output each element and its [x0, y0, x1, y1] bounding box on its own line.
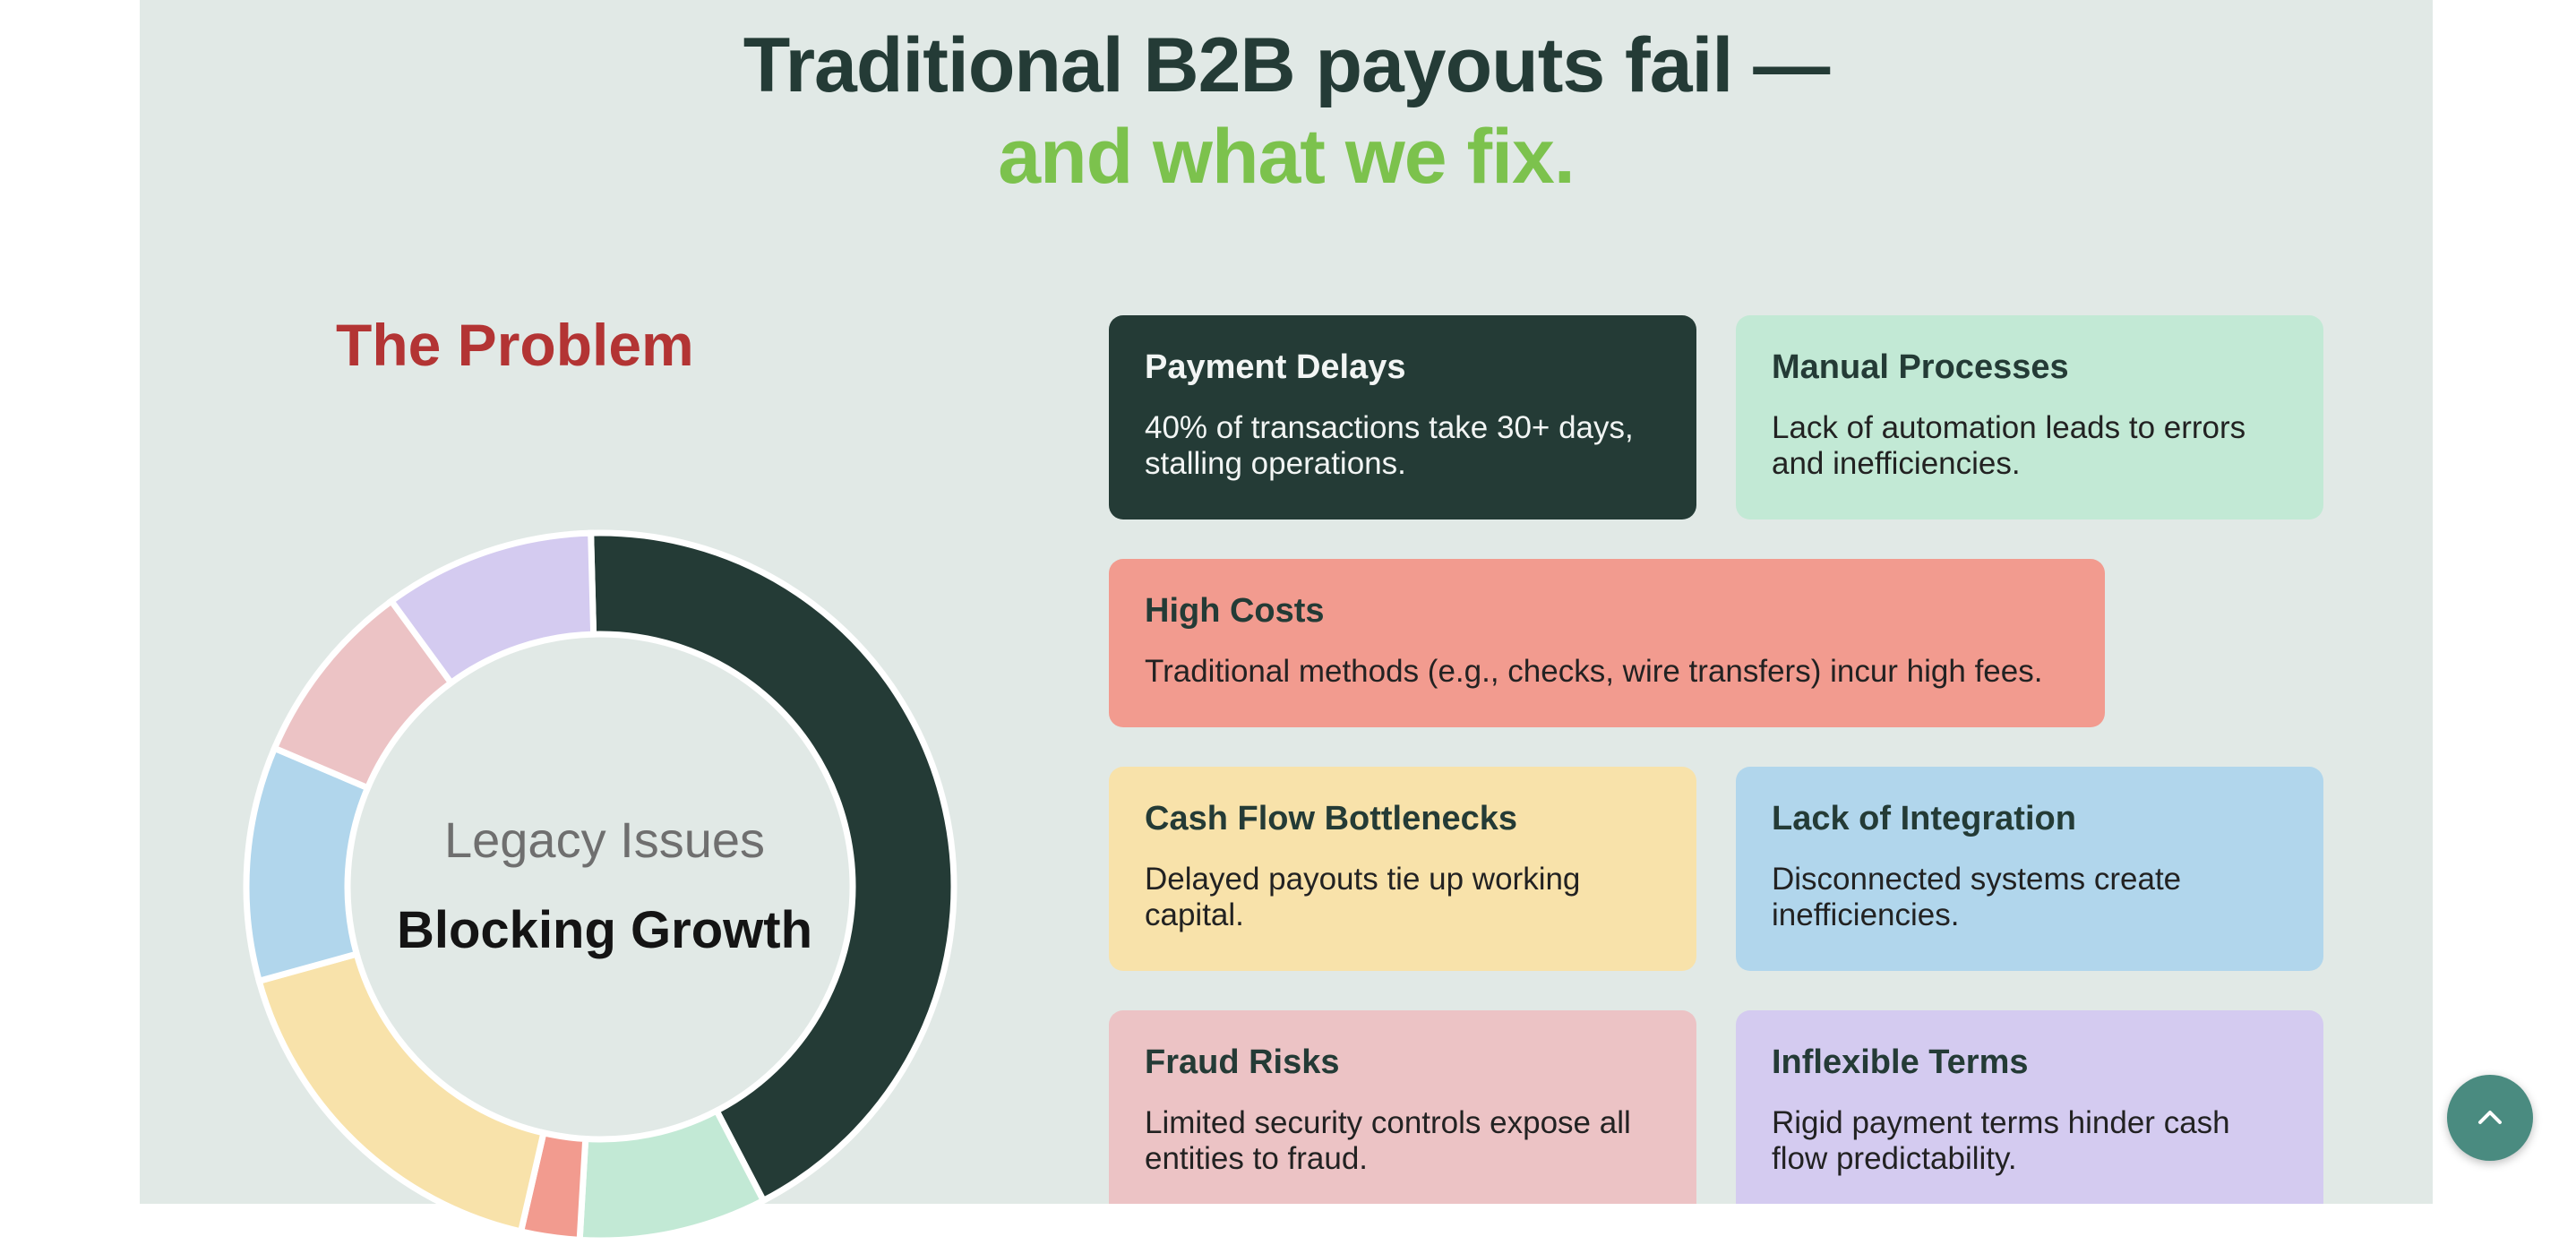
donut-segment-7	[387, 529, 597, 688]
donut-segment-1	[588, 529, 957, 1206]
card-title: Cash Flow Bottlenecks	[1145, 800, 1517, 837]
problem-title: The Problem	[336, 312, 694, 378]
card-desc: Disconnected systems create inefficienci…	[1772, 861, 2182, 933]
card-title: High Costs	[1145, 592, 1325, 630]
card-desc: Lack of automation leads to errors and i…	[1772, 409, 2246, 482]
card-high-costs: High Costs Traditional methods (e.g., ch…	[1109, 559, 2105, 727]
card-title: Lack of Integration	[1772, 800, 2076, 837]
headline-line-1: Traditional B2B payouts fail —	[743, 22, 1830, 108]
donut-segment-4	[254, 949, 548, 1236]
card-desc: Delayed payouts tie up working capital.	[1145, 861, 1581, 933]
card-inflexible-terms: Inflexible Terms Rigid payment terms hin…	[1736, 1010, 2323, 1204]
card-desc: 40% of transactions take 30+ days, stall…	[1145, 409, 1634, 482]
card-title: Fraud Risks	[1145, 1043, 1340, 1081]
card-title: Payment Delays	[1145, 348, 1406, 386]
card-title: Inflexible Terms	[1772, 1043, 2029, 1081]
donut-label-bottom: Blocking Growth	[397, 901, 812, 959]
card-desc: Traditional methods (e.g., checks, wire …	[1145, 653, 2043, 689]
headline-line-2: and what we fix.	[998, 114, 1575, 200]
card-payment-delays: Payment Delays 40% of transactions take …	[1109, 315, 1696, 519]
card-title: Manual Processes	[1772, 348, 2069, 386]
donut-label-top: Legacy Issues	[444, 811, 765, 868]
donut-chart	[243, 529, 957, 1244]
scroll-to-top-button[interactable]	[2447, 1075, 2533, 1161]
card-lack-of-integration: Lack of Integration Disconnected systems…	[1736, 767, 2323, 971]
card-cash-flow-bottlenecks: Cash Flow Bottlenecks Delayed payouts ti…	[1109, 767, 1696, 971]
chevron-up-icon	[2478, 1111, 2502, 1124]
card-desc: Rigid payment terms hinder cash flow pre…	[1772, 1104, 2230, 1177]
card-fraud-risks: Fraud Risks Limited security controls ex…	[1109, 1010, 1696, 1204]
card-manual-processes: Manual Processes Lack of automation lead…	[1736, 315, 2323, 519]
card-desc: Limited security controls expose all ent…	[1145, 1104, 1631, 1177]
